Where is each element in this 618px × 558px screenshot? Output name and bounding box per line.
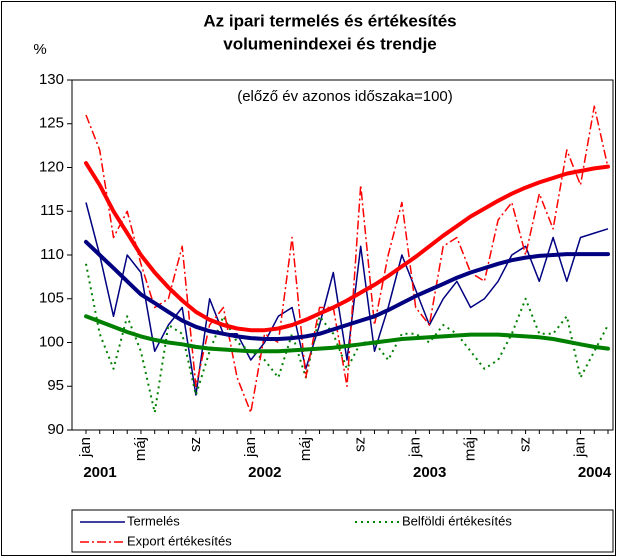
- x-tick-label: máj: [297, 437, 314, 461]
- y-tick-label: 130: [39, 71, 64, 88]
- legend-label: Export értékesítés: [127, 533, 232, 548]
- year-label: 2004: [578, 464, 612, 481]
- x-tick-label: máj: [132, 437, 149, 461]
- y-tick-label: 125: [39, 115, 64, 132]
- y-tick-label: 95: [47, 377, 64, 394]
- x-tick-label: jan: [571, 437, 588, 458]
- y-tick-label: 105: [39, 290, 64, 307]
- year-label: 2003: [413, 464, 446, 481]
- chart-title: volumenindexei és trendje: [223, 34, 437, 53]
- y-tick-label: 110: [40, 246, 64, 263]
- x-tick-label: jan: [407, 437, 424, 458]
- chart-subtitle: (előző év azonos időszaka=100): [237, 88, 453, 105]
- chart-title: Az ipari termelés és értékesítés: [203, 11, 456, 30]
- y-tick-label: 120: [39, 158, 64, 175]
- series-line: [85, 263, 609, 414]
- x-tick-label: máj: [462, 437, 479, 461]
- year-label: 2001: [83, 464, 116, 481]
- x-tick-label: sz: [352, 437, 369, 452]
- year-label: 2002: [248, 464, 281, 481]
- y-axis-label: %: [33, 41, 46, 58]
- x-tick-label: jan: [242, 437, 259, 458]
- trend-line: [84, 161, 610, 333]
- y-tick-label: 100: [39, 333, 64, 350]
- legend-label: Termelés: [127, 513, 180, 528]
- trend-line: [84, 314, 610, 354]
- legend-label: Belföldi értékesítés: [402, 513, 512, 528]
- series-line: [85, 202, 609, 396]
- x-tick-label: sz: [187, 437, 204, 452]
- legend-frame: [71, 509, 614, 553]
- y-tick-label: 90: [47, 421, 64, 438]
- trend-line: [84, 239, 610, 341]
- x-tick-label: sz: [517, 437, 534, 452]
- y-tick-label: 115: [40, 202, 64, 219]
- series-line: [85, 105, 609, 414]
- x-tick-label: jan: [77, 437, 94, 458]
